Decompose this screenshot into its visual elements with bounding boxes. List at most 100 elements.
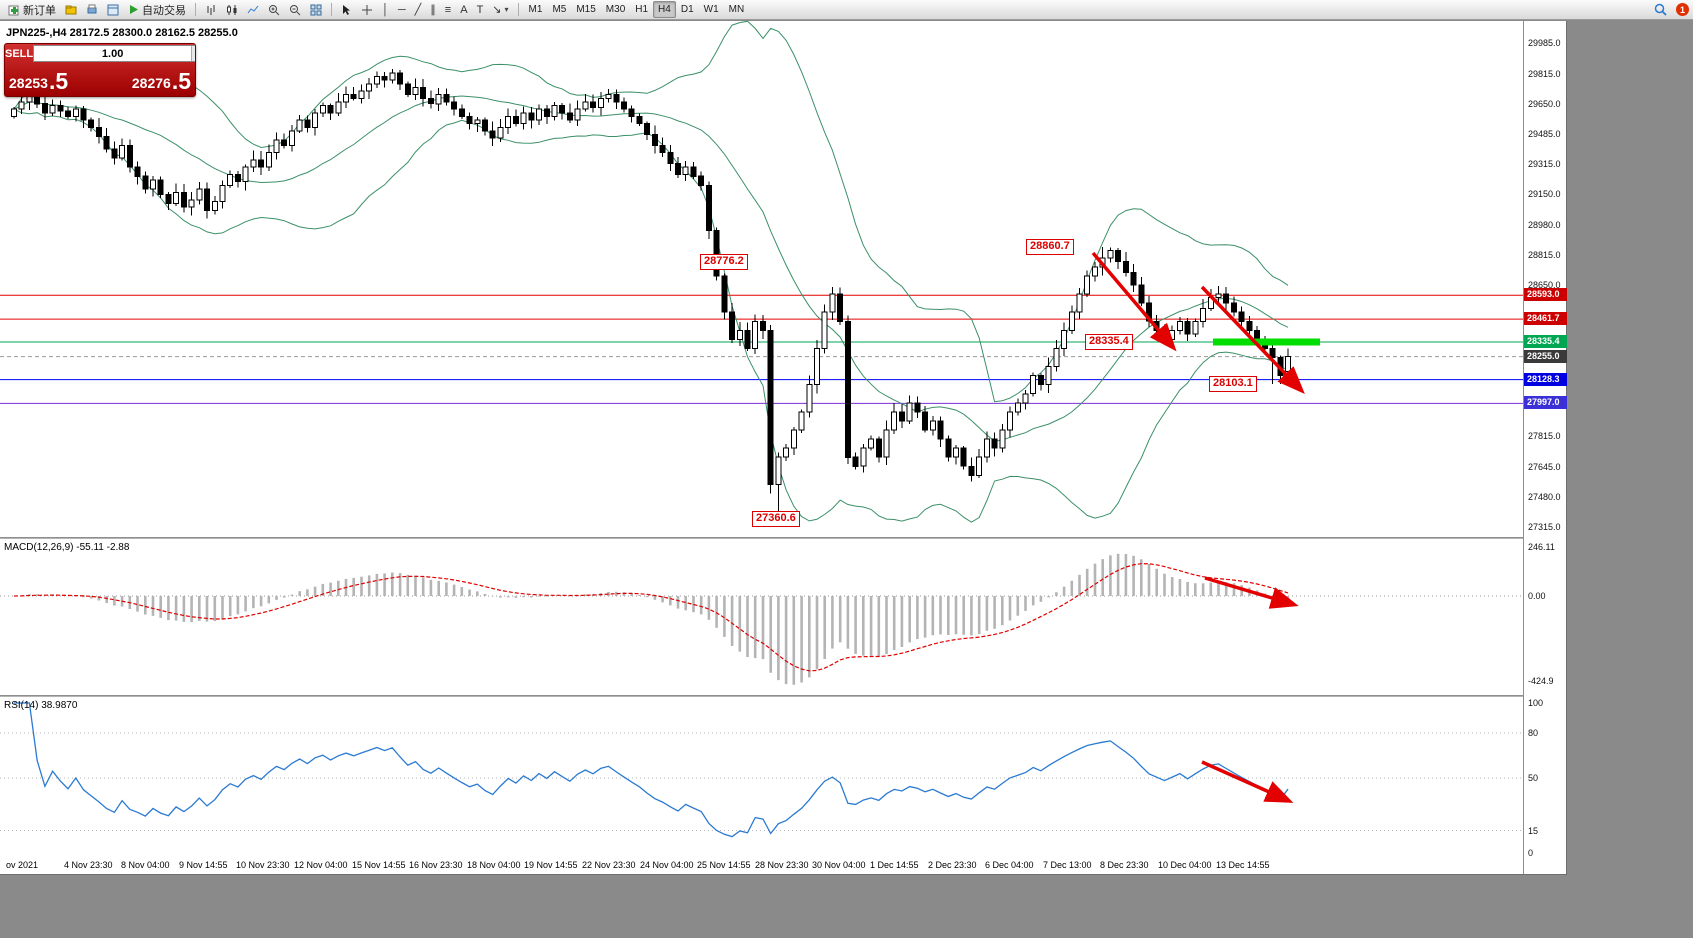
timeframe-h1[interactable]: H1 xyxy=(635,4,649,15)
chart-ohlc-header: JPN225-,H4 28172.5 28300.0 28162.5 28255… xyxy=(6,27,238,39)
sell-button[interactable]: SELL xyxy=(5,47,34,60)
arrows-tool[interactable]: ↘ ▾ xyxy=(492,3,509,16)
timeframe-group: M1 M5 M15 M30 H1 H4 D1 W1 MN xyxy=(524,1,750,18)
price-annotation[interactable]: 28776.2 xyxy=(700,254,748,270)
price-tick: 29485.0 xyxy=(1528,129,1561,139)
timeframe-m15[interactable]: M15 xyxy=(576,4,596,15)
time-axis-label: 19 Nov 14:55 xyxy=(524,860,578,870)
crosshair-button[interactable] xyxy=(357,1,377,19)
cursor-icon xyxy=(343,4,350,15)
sell-price[interactable]: 28253.5 xyxy=(9,68,69,94)
bar-chart-type-button[interactable] xyxy=(201,1,221,19)
crosshair-icon xyxy=(362,4,372,15)
autotrade-play-icon xyxy=(130,5,138,14)
print-icon xyxy=(87,4,97,13)
price-line-tag: 27997.0 xyxy=(1524,396,1567,409)
line-chart-type-button[interactable] xyxy=(243,1,263,19)
price-tick: 29985.0 xyxy=(1528,38,1561,48)
price-tick: 27815.0 xyxy=(1528,431,1561,441)
timeframe-m5[interactable]: M5 xyxy=(552,4,567,15)
print-button[interactable] xyxy=(82,1,102,19)
autotrade-button[interactable]: 自动交易 xyxy=(124,1,190,19)
time-axis-label: 10 Dec 04:00 xyxy=(1158,860,1212,870)
buy-price[interactable]: 28276.5 xyxy=(131,68,191,94)
time-axis-label: 24 Nov 04:00 xyxy=(640,860,694,870)
zoom-out-icon xyxy=(290,4,301,15)
time-axis-label: 4 Nov 23:30 xyxy=(64,860,113,870)
macd-axis-tick: 0.00 xyxy=(1528,591,1546,601)
volume-up-button[interactable]: ▲ xyxy=(192,46,195,54)
time-axis-label: 18 Nov 04:00 xyxy=(467,860,521,870)
autotrade-label: 自动交易 xyxy=(142,4,186,17)
timeframe-m30[interactable]: M30 xyxy=(605,4,626,15)
search-button[interactable] xyxy=(1650,1,1671,19)
channel-tool[interactable]: ∥ xyxy=(430,3,436,16)
macd-label: MACD(12,26,9) -55.11 -2.88 xyxy=(4,542,130,553)
price-tick: 27645.0 xyxy=(1528,462,1561,472)
toolbar-separator xyxy=(331,3,332,16)
zoom-out-button[interactable] xyxy=(285,1,305,19)
new-order-label: 新订单 xyxy=(23,4,56,17)
price-tick: 27315.0 xyxy=(1528,522,1561,532)
volume-down-button[interactable]: ▼ xyxy=(192,53,195,61)
timeframe-h4[interactable]: H4 xyxy=(653,1,676,18)
time-axis-label: 28 Nov 23:30 xyxy=(755,860,809,870)
time-axis-label: 13 Dec 14:55 xyxy=(1216,860,1270,870)
time-axis-label: 9 Nov 14:55 xyxy=(179,860,228,870)
zoom-in-button[interactable] xyxy=(264,1,284,19)
toolbar: 新订单 自动交易 │ ─ ╱ ∥ ≡ A T ↘ ▾ M1 M5 M1 xyxy=(0,0,1693,20)
toolbar-separator xyxy=(517,3,519,16)
time-axis[interactable]: ov 2021 4 Nov 23:30 8 Nov 04:00 9 Nov 14:55… xyxy=(0,856,1523,874)
rsi-axis-tick: 80 xyxy=(1528,728,1539,738)
timeframe-mn[interactable]: MN xyxy=(728,4,745,15)
price-axis[interactable]: 29985.0 29815.0 29650.0 29485.0 29315.0 29150… xyxy=(1523,21,1567,874)
time-axis-label: 25 Nov 14:55 xyxy=(697,860,751,870)
price-annotation[interactable]: 28860.7 xyxy=(1026,239,1074,255)
data-window-button[interactable] xyxy=(103,1,123,19)
timeframe-m1[interactable]: M1 xyxy=(528,4,543,15)
time-axis-label: 8 Dec 23:30 xyxy=(1100,860,1149,870)
label-tool[interactable]: T xyxy=(476,3,484,16)
tile-windows-button[interactable] xyxy=(306,1,326,19)
macd-panel-canvas[interactable] xyxy=(0,539,1523,695)
price-tick: 29150.0 xyxy=(1528,189,1561,199)
price-annotation[interactable]: 28335.4 xyxy=(1085,334,1133,350)
time-axis-label: 16 Nov 23:30 xyxy=(409,860,463,870)
notification-badge[interactable]: 1 xyxy=(1676,3,1689,16)
rsi-axis-tick: 0 xyxy=(1528,848,1534,858)
time-axis-label: 10 Nov 23:30 xyxy=(236,860,290,870)
volume-input[interactable] xyxy=(34,46,192,61)
text-tool[interactable]: A xyxy=(460,3,468,16)
panel-splitter[interactable] xyxy=(0,537,1566,539)
data-window-icon xyxy=(107,4,119,15)
time-axis-label: 22 Nov 23:30 xyxy=(582,860,636,870)
price-annotation[interactable]: 27360.6 xyxy=(752,511,800,527)
main-chart-canvas[interactable] xyxy=(0,21,1523,537)
profiles-icon xyxy=(65,5,77,14)
rsi-panel-canvas[interactable] xyxy=(0,697,1523,856)
timeframe-w1[interactable]: W1 xyxy=(703,4,719,15)
bar-chart-icon xyxy=(207,4,215,15)
time-axis-label: 7 Dec 13:00 xyxy=(1043,860,1092,870)
new-order-button[interactable]: 新订单 xyxy=(4,1,60,19)
price-annotation[interactable]: 28103.1 xyxy=(1209,376,1257,392)
time-axis-label: ov 2021 xyxy=(6,860,39,870)
trendline-tool[interactable]: ╱ xyxy=(414,3,422,16)
price-tick: 28980.0 xyxy=(1528,220,1561,230)
fibonacci-tool[interactable]: ≡ xyxy=(444,3,452,16)
toolbar-separator xyxy=(195,3,196,16)
price-tick: 29315.0 xyxy=(1528,159,1561,169)
vertical-line-tool[interactable]: │ xyxy=(382,3,389,16)
rsi-axis-tick: 50 xyxy=(1528,773,1539,783)
panel-splitter[interactable] xyxy=(0,695,1566,697)
profiles-button[interactable] xyxy=(61,1,81,19)
candlestick-type-button[interactable] xyxy=(222,1,242,19)
price-line-tag: 28255.0 xyxy=(1524,350,1567,363)
price-line-tag: 28128.3 xyxy=(1524,373,1567,386)
cursor-button[interactable] xyxy=(337,1,356,19)
horizontal-line-tool[interactable]: ─ xyxy=(397,3,406,16)
timeframe-d1[interactable]: D1 xyxy=(680,4,694,15)
price-line-tag: 28461.7 xyxy=(1524,312,1567,325)
price-line-tag: 28335.4 xyxy=(1524,335,1567,348)
time-axis-label: 12 Nov 04:00 xyxy=(294,860,348,870)
